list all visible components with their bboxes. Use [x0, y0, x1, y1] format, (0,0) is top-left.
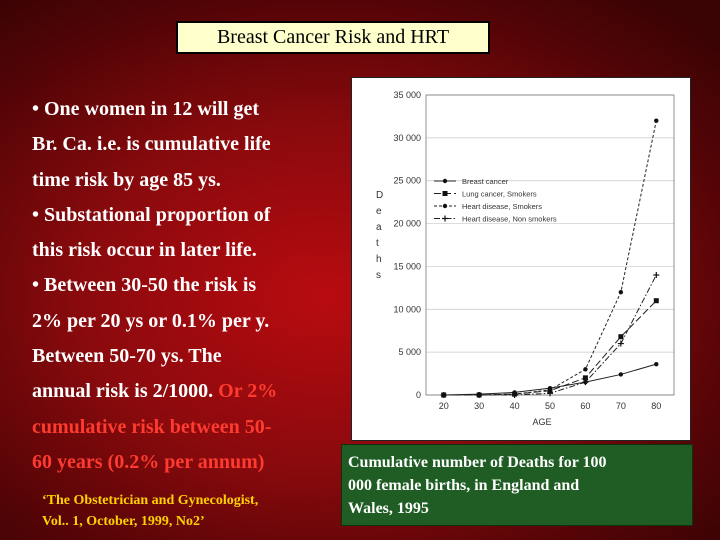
plot-frame — [425, 94, 675, 396]
data-point — [582, 379, 589, 386]
data-point — [476, 392, 483, 398]
x-tick-label: 30 — [474, 401, 484, 411]
data-point — [653, 298, 659, 304]
y-tick-label: 0 — [416, 390, 421, 400]
y-tick-label: 35 000 — [393, 90, 421, 100]
bullet-line-accent: 60 years (0.2% per annum) — [32, 450, 265, 473]
data-point — [618, 372, 624, 377]
citation-line: Vol.. 1, October, 1999, No2’ — [42, 514, 205, 529]
legend-label: Heart disease, Smokers — [462, 202, 542, 211]
y-tick-label: 30 000 — [393, 133, 421, 143]
bullet-line: • Between 30-50 the risk is — [32, 274, 257, 297]
deaths-line-chart: 0 5 000 10 000 15 000 20 000 25 000 30 000 35 0… — [351, 77, 691, 441]
x-tick-label: 70 — [616, 401, 626, 411]
caption-line: Cumulative number of Deaths for 100 — [348, 454, 607, 471]
bullet-line-plain-part: annual risk is 2/1000. — [32, 380, 219, 403]
x-axis-label: AGE — [532, 417, 551, 427]
bullet-line-mixed: annual risk is 2/1000. Or 2% — [32, 374, 342, 409]
data-point — [547, 387, 553, 393]
slide-title: Breast Cancer Risk and HRT — [176, 21, 490, 54]
bullet-line: time risk by age 85 ys. — [32, 168, 221, 191]
bullet-line: • One women in 12 will get — [32, 98, 259, 120]
series-line-3 — [443, 120, 657, 396]
data-point — [618, 334, 624, 340]
bullet-line: this risk occur in later life. — [32, 239, 257, 262]
x-tick-label: 80 — [651, 401, 661, 411]
legend-marker — [442, 203, 448, 209]
data-point — [618, 289, 624, 295]
x-tick-label: 40 — [510, 401, 520, 411]
data-point — [582, 375, 588, 381]
citation: ‘The Obstetrician and Gynecologist, Vol.… — [42, 490, 258, 532]
data-point — [583, 367, 588, 372]
y-tick-label: 15 000 — [393, 261, 421, 271]
bullet-line: Br. Ca. i.e. is cumulative life — [32, 133, 271, 156]
legend-label: Lung cancer, Smokers — [462, 190, 537, 199]
data-point — [653, 272, 660, 278]
y-tick-label: 5 000 — [398, 347, 421, 357]
data-point — [440, 392, 447, 398]
legend-label: Heart disease, Non smokers — [462, 215, 557, 224]
bullet-line-accent-part: Or 2% — [218, 380, 278, 403]
data-point — [547, 390, 553, 397]
series-line-4 — [443, 274, 657, 396]
legend-marker — [442, 191, 448, 196]
data-point — [617, 340, 624, 347]
y-tick-label: 25 000 — [393, 176, 421, 186]
x-tick-label: 50 — [545, 401, 555, 411]
data-point — [654, 118, 659, 123]
bullet-line: • Substational proportion of — [32, 203, 271, 226]
bullet-line-accent: cumulative risk between 50- — [32, 415, 272, 438]
bullet-text-block: • One women in 12 will get Br. Ca. i.e. … — [32, 92, 342, 480]
citation-line: ‘The Obstetrician and Gynecologist, — [42, 493, 259, 508]
data-point — [654, 361, 659, 367]
y-tick-label: 10 000 — [393, 304, 421, 314]
legend-marker — [442, 215, 448, 222]
chart-caption: Cumulative number of Deaths for 100 000 … — [341, 444, 693, 526]
bullet-line: 2% per 20 ys or 0.1% per y. — [32, 309, 270, 332]
data-point — [511, 392, 518, 398]
series-line-2 — [443, 300, 657, 396]
x-tick-label: 20 — [439, 401, 449, 411]
chart-svg: 0 5 000 10 000 15 000 20 000 25 000 30 000 35 0… — [376, 90, 675, 427]
legend-label: Breast cancer — [462, 177, 509, 186]
caption-line: 000 female births, in England and — [348, 477, 580, 494]
caption-line: Wales, 1995 — [348, 500, 429, 517]
bullet-line: Between 50-70 ys. The — [32, 345, 222, 368]
legend-marker — [442, 178, 448, 184]
y-tick-label: 20 000 — [393, 219, 421, 229]
x-tick-label: 60 — [580, 401, 590, 411]
